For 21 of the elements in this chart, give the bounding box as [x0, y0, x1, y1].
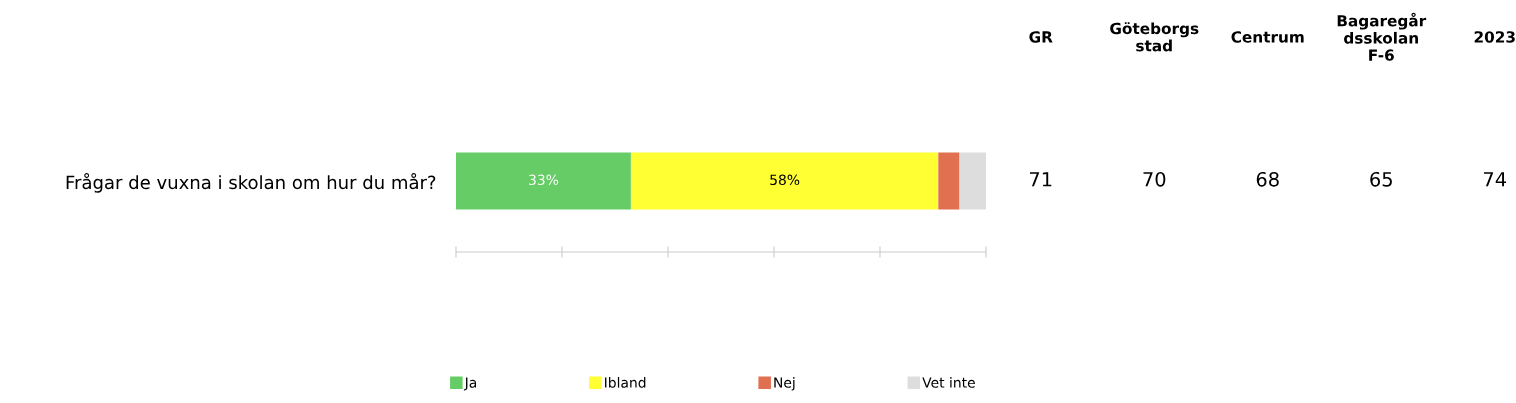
category-label: Centrum — [1231, 31, 1304, 43]
bar — [456, 152, 631, 210]
category-label: GR — [1029, 31, 1053, 43]
data-label: 65 — [1370, 171, 1392, 187]
data-label: 74 — [1483, 172, 1507, 187]
data-label: 58% — [770, 174, 800, 186]
bar — [938, 152, 960, 210]
category-label: Bagaregår dsskolan F-6 — [1337, 12, 1427, 61]
category-label: 2023 — [1474, 31, 1515, 43]
legend-label: Nej — [774, 377, 795, 391]
bar — [630, 152, 939, 210]
y-tick-label: Frågar de vuxna i skolan om hur du mår? — [66, 173, 436, 193]
data-label: 68 — [1256, 171, 1279, 187]
data-label: 71 — [1029, 172, 1052, 187]
category-label: Göteborgs stad — [1110, 22, 1199, 52]
data-label: 33% — [529, 174, 559, 186]
legend-label: Vet inte — [922, 377, 975, 388]
legend-label: Ibland — [605, 377, 646, 388]
data-label: 70 — [1143, 171, 1166, 187]
legend-label: Ja — [463, 377, 477, 391]
bar — [959, 152, 986, 210]
